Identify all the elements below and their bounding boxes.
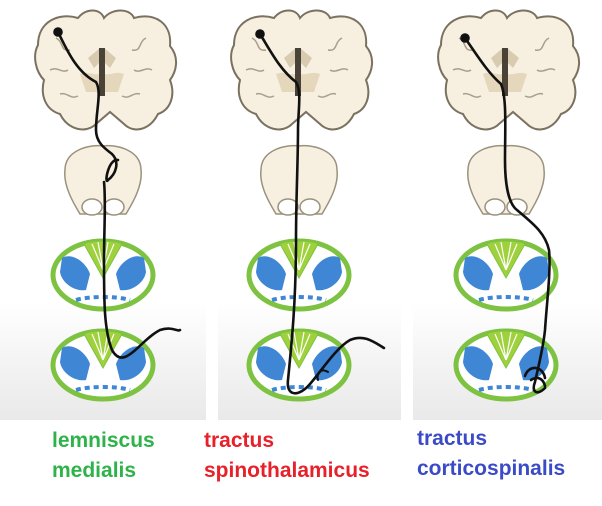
spinal-cord-section-lower (50, 328, 156, 402)
panel-lemniscus-medialis (0, 0, 206, 420)
tract-path-spinothalamicus (255, 29, 386, 395)
label-tractus-spinothalamicus: tractus spinothalamicus (204, 426, 370, 486)
label-line-2: medialis (52, 459, 137, 482)
label-tractus-corticospinalis: tractus corticospinalis (417, 424, 565, 484)
spinal-cord-section-upper (453, 238, 559, 312)
brain-coronal-section (34, 9, 177, 131)
spinal-cord-section-lower (453, 328, 559, 402)
label-line-1: lemniscus (52, 429, 155, 452)
brain-coronal-section (230, 9, 373, 131)
brainstem-section (64, 144, 142, 216)
tract-path-corticospinalis (460, 33, 551, 394)
brainstem-section (260, 144, 338, 216)
pathway-diagram-lemniscus (0, 0, 206, 420)
spinal-cord-section-lower (246, 328, 352, 402)
label-line-2: spinothalamicus (204, 459, 370, 482)
brain-coronal-section (437, 9, 580, 131)
label-lemniscus-medialis: lemniscus medialis (52, 426, 155, 486)
spinal-cord-section-upper (246, 238, 352, 312)
tract-path-lemniscus (53, 27, 182, 359)
panel-tractus-spinothalamicus (218, 0, 401, 420)
panel-tractus-corticospinalis (413, 0, 602, 420)
pathway-diagram-corticospinalis (413, 0, 602, 420)
label-line-2: corticospinalis (417, 457, 566, 480)
pathway-diagram-spinothalamicus (218, 0, 401, 420)
label-line-1: tractus (417, 427, 488, 450)
label-line-1: tractus (204, 429, 275, 452)
